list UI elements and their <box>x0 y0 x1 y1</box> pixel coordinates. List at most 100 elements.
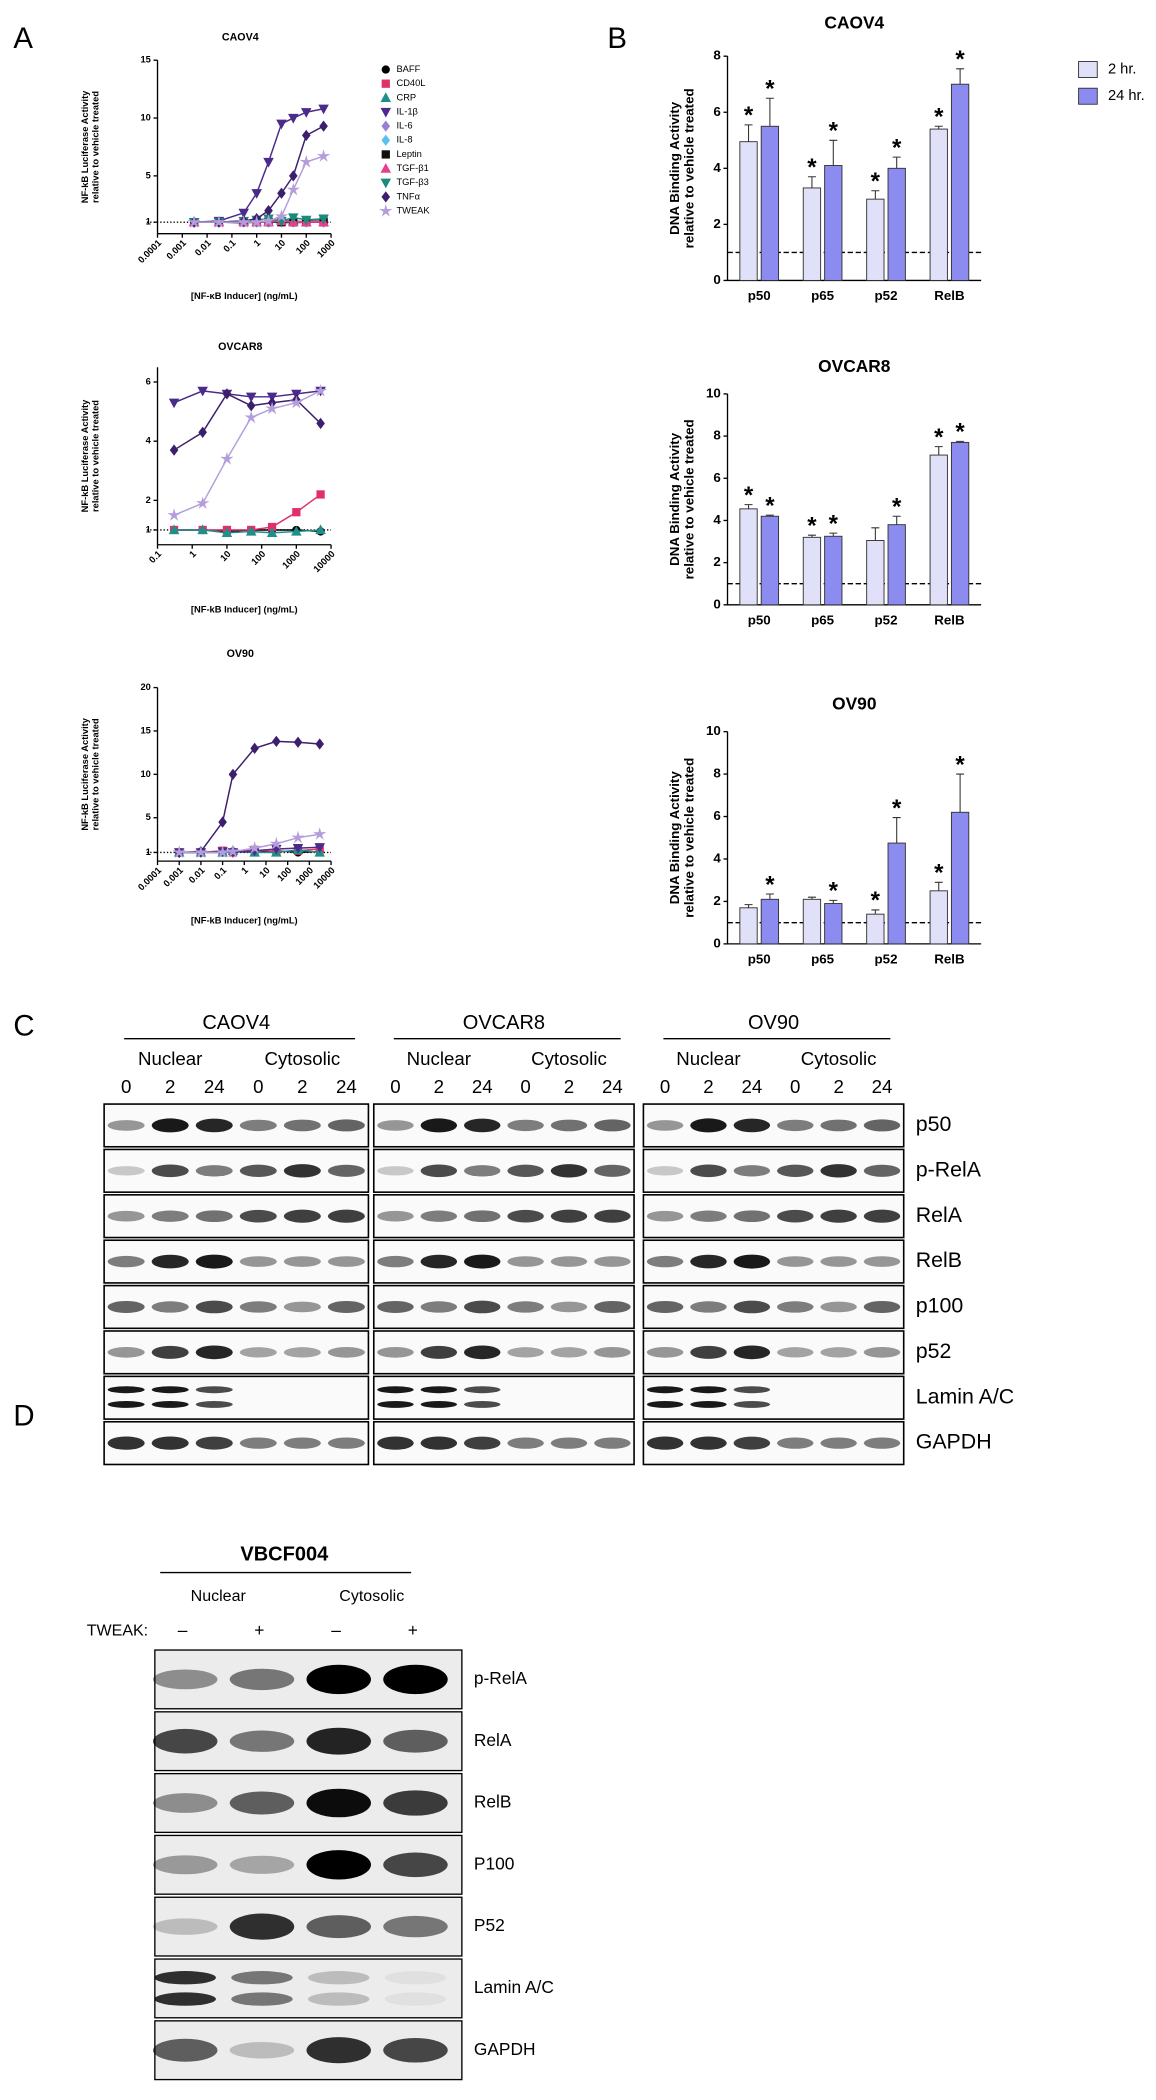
blot-band <box>306 1664 371 1695</box>
blot-band <box>154 1971 216 1985</box>
data-marker <box>293 736 303 748</box>
y-axis-label: relative to vehicle treated <box>682 758 697 918</box>
blot-band <box>195 1300 233 1314</box>
y-tick-label: 4 <box>713 160 721 175</box>
y-tick-label: 8 <box>713 428 720 443</box>
lane-label: 2 <box>434 1076 444 1097</box>
y-tick-label: 10 <box>140 113 150 123</box>
blot-band <box>690 1400 727 1408</box>
y-tick-label: 2 <box>713 893 720 908</box>
blot-band <box>195 1386 233 1394</box>
significance-mark: * <box>829 510 839 537</box>
significance-mark: * <box>807 513 817 540</box>
x-tick-label: 0.001 <box>165 238 189 262</box>
legend-label: TGF-β1 <box>396 163 428 173</box>
x-tick-label: p65 <box>811 288 835 303</box>
y-tick-label: 2 <box>713 216 720 231</box>
data-marker <box>313 827 327 840</box>
blot-band <box>464 1300 501 1314</box>
legend-swatch <box>1078 87 1098 105</box>
blot-band <box>327 1119 365 1132</box>
bar <box>929 454 948 606</box>
bar <box>866 913 885 945</box>
data-marker <box>172 845 186 859</box>
data-marker <box>222 388 232 400</box>
blot-frame <box>372 1284 635 1330</box>
blot-band <box>646 1386 684 1394</box>
chart-title: CAOV4 <box>824 13 884 33</box>
blot-band <box>464 1118 501 1133</box>
blot-band <box>383 1729 448 1753</box>
row-label: p52 <box>916 1339 952 1363</box>
blot-band <box>107 1386 145 1394</box>
blot-band <box>107 1300 145 1313</box>
blot-band <box>863 1119 901 1132</box>
blot-band <box>383 1915 448 1938</box>
legend-swatch <box>1078 61 1098 79</box>
blot-band <box>195 1436 233 1450</box>
data-marker <box>245 525 257 536</box>
error-bar <box>829 899 838 904</box>
blot-band <box>195 1118 233 1133</box>
bar <box>802 536 822 606</box>
blot-band <box>690 1386 727 1394</box>
blot-band <box>420 1210 458 1222</box>
legend-label: CD40L <box>396 78 425 88</box>
blot-band <box>507 1301 544 1313</box>
blot-band <box>646 1347 684 1358</box>
blot-band <box>239 1437 277 1449</box>
blot-band <box>229 1855 295 1874</box>
legend-label: 2 hr. <box>1108 61 1137 77</box>
error-bar <box>871 909 880 915</box>
lane-label: 24 <box>472 1076 493 1097</box>
blot-band <box>550 1437 588 1449</box>
row-label: RelA <box>916 1203 963 1227</box>
data-marker <box>315 738 325 750</box>
error-bar <box>829 139 838 166</box>
blot-band <box>231 1971 293 1985</box>
data-marker <box>288 170 298 182</box>
blot-band <box>152 1728 218 1754</box>
x-tick-label: 10 <box>257 865 271 879</box>
blot-band <box>690 1345 727 1359</box>
y-tick-label: 5 <box>146 812 151 822</box>
data-marker <box>276 119 287 130</box>
blot-title: VBCF004 <box>240 1544 329 1566</box>
y-tick-label: 1 <box>146 217 151 227</box>
legend-marker <box>381 120 391 132</box>
chart-title: OV90 <box>227 648 254 660</box>
data-marker <box>318 214 329 225</box>
blot-band <box>690 1254 727 1269</box>
row-label: p-RelA <box>916 1157 982 1181</box>
blot-band <box>820 1119 857 1132</box>
y-axis-label: NF-kB Luciferase Activity <box>80 90 90 203</box>
blot-frame <box>372 1148 635 1193</box>
blot-band <box>464 1386 501 1394</box>
y-axis-label: DNA Binding Activity <box>667 432 682 566</box>
lane-label: 0 <box>660 1076 670 1097</box>
blot-band <box>464 1400 501 1408</box>
blot-band <box>377 1166 414 1176</box>
y-axis-label: relative to vehicle treated <box>91 91 101 203</box>
blot-band <box>377 1436 414 1450</box>
blot-band <box>383 1790 448 1816</box>
bar <box>760 125 780 281</box>
data-marker <box>221 527 233 538</box>
bar <box>824 903 843 945</box>
legend-label: TNFα <box>396 191 420 201</box>
blot-band <box>327 1347 365 1358</box>
series-line <box>173 390 321 516</box>
blot-band <box>195 1210 233 1223</box>
blot-band <box>152 2038 218 2062</box>
blot-band <box>107 1347 145 1358</box>
blot-frame <box>372 1103 635 1148</box>
bar <box>824 165 843 281</box>
legend-marker <box>381 150 390 159</box>
error-bar <box>934 446 943 456</box>
data-marker <box>289 395 304 409</box>
blot-band <box>107 1255 145 1268</box>
blot-band <box>550 1119 588 1132</box>
panel-label: C <box>13 1010 34 1043</box>
y-tick-label: 10 <box>706 723 721 738</box>
blot-band <box>733 1436 771 1450</box>
